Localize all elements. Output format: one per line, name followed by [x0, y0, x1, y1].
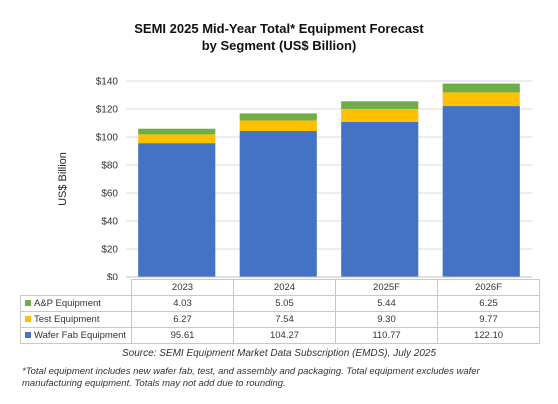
data-label: 6.27	[131, 311, 234, 328]
bar-segment	[341, 121, 419, 277]
chart-title: SEMI 2025 Mid-Year Total* Equipment Fore…	[0, 20, 558, 54]
legend-label: A&P Equipment	[34, 298, 101, 309]
data-label: 9.77	[437, 311, 540, 328]
table-row: A&P Equipment 4.03 5.05 5.44 6.25	[20, 295, 540, 312]
chart-title-line-1: SEMI 2025 Mid-Year Total* Equipment Fore…	[134, 21, 424, 36]
x-tick-label: 2024	[233, 279, 336, 296]
x-tick-label: 2023	[131, 279, 234, 296]
footnote: *Total equipment includes new wafer fab,…	[22, 366, 480, 389]
data-label: 110.77	[335, 327, 438, 344]
bar-segment	[442, 92, 520, 107]
y-tick-label: $60	[101, 189, 118, 200]
y-tick-label: $40	[101, 217, 118, 228]
x-tick-label: 2025F	[335, 279, 438, 296]
legend-swatch	[25, 332, 31, 339]
bar-segment	[239, 131, 317, 277]
data-label: 4.03	[131, 295, 234, 312]
data-label: 104.27	[233, 327, 336, 344]
data-table: 2023 2024 2025F 2026F A&P Equipment 4.03 5.05 5…	[20, 279, 540, 344]
table-row: Test Equipment 6.27 7.54 9.30 9.77	[20, 311, 540, 328]
legend-label: Wafer Fab Equipment	[34, 330, 127, 341]
bar-segment	[138, 128, 216, 135]
y-tick-label: $100	[96, 133, 119, 144]
data-label: 95.61	[131, 327, 234, 344]
y-axis-label: US$ Billion	[57, 152, 69, 206]
source-note: Source: SEMI Equipment Market Data Subsc…	[121, 348, 437, 359]
y-tick-label: $120	[96, 105, 119, 116]
data-label: 5.05	[233, 295, 336, 312]
bar-segment	[138, 134, 216, 144]
bar-chart-plot: $0 $20 $40 $60 $80 $100 $120 $140 US$ Billion	[57, 77, 532, 281]
legend-entry: Wafer Fab Equipment	[20, 327, 132, 344]
data-label: 5.44	[335, 295, 438, 312]
y-tick-label: $140	[96, 77, 119, 88]
bar-segment	[442, 83, 520, 93]
bar-segment	[239, 113, 317, 121]
legend-swatch	[25, 300, 31, 307]
bar-segment	[341, 108, 419, 122]
y-tick-label: $0	[107, 273, 119, 281]
data-label: 7.54	[233, 311, 336, 328]
x-tick-label: 2026F	[437, 279, 540, 296]
data-label: 9.30	[335, 311, 438, 328]
chart-title-line-2: by Segment (US$ Billion)	[201, 38, 357, 53]
bar-segment	[138, 143, 216, 277]
legend-entry: Test Equipment	[20, 311, 132, 328]
legend-swatch	[25, 316, 31, 323]
y-tick-label: $80	[101, 161, 118, 172]
data-label: 122.10	[437, 327, 540, 344]
bar-segment	[442, 106, 520, 277]
bar-segment	[239, 120, 317, 132]
legend-label: Test Equipment	[34, 314, 100, 325]
bar-segment	[341, 101, 419, 109]
y-tick-label: $20	[101, 245, 118, 256]
data-label: 6.25	[437, 295, 540, 312]
legend-entry: A&P Equipment	[20, 295, 132, 312]
table-corner	[20, 279, 132, 296]
table-header-row: 2023 2024 2025F 2026F	[20, 279, 540, 296]
table-row: Wafer Fab Equipment 95.61 104.27 110.77 122.…	[20, 327, 540, 344]
